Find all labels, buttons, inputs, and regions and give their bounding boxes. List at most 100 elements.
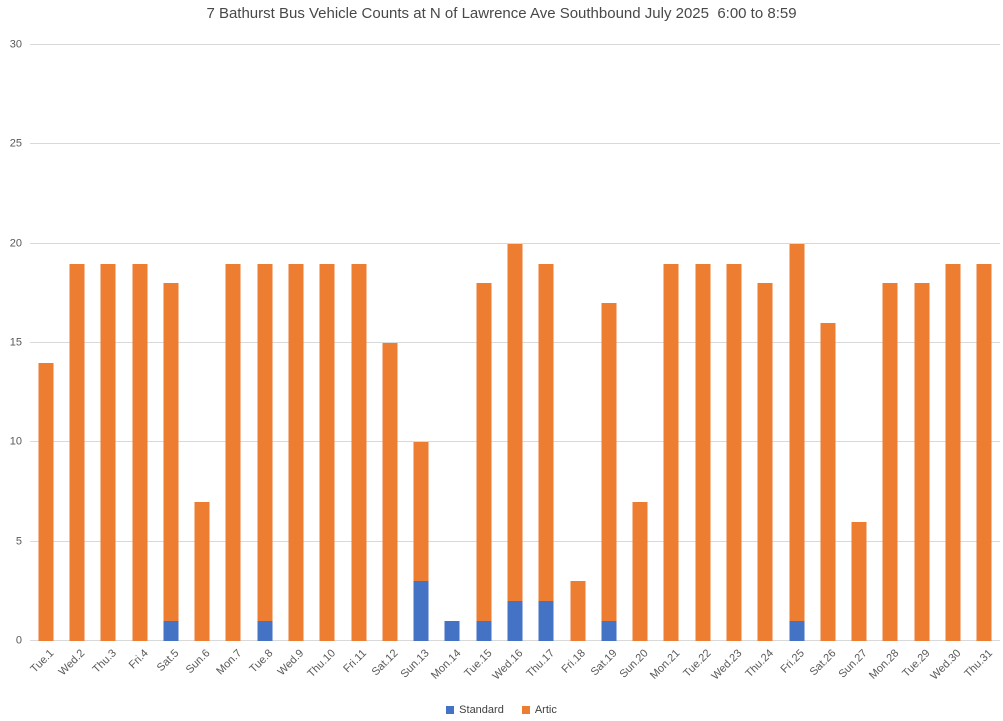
bar-segment-artic	[476, 283, 492, 622]
x-tick-label-wed-23: Wed.23	[709, 647, 745, 683]
y-tick-label-5: 5	[15, 535, 22, 548]
x-tick-label-wed-16: Wed.16	[490, 647, 526, 683]
x-tick-label-sun-6: Sun.6	[184, 647, 213, 677]
bar-wed-16	[507, 243, 523, 641]
bar-segment-artic	[820, 323, 836, 641]
x-tick-label-fri-11: Fri.11	[341, 647, 370, 676]
x-tick-label-tue-1: Tue.1	[28, 647, 57, 676]
bar-segment-artic	[726, 263, 742, 641]
y-tick-label-0: 0	[15, 634, 22, 647]
x-tick-label-sat-19: Sat.19	[588, 647, 620, 679]
gridline-25	[30, 143, 1000, 145]
legend-label-artic: Artic	[534, 704, 557, 716]
bar-thu-24	[757, 283, 773, 641]
bar-segment-artic	[914, 283, 930, 641]
legend-item-artic: Artic	[521, 704, 557, 716]
x-tick-label-fri-18: Fri.18	[559, 647, 589, 676]
bar-segment-standard	[601, 621, 617, 641]
gridline-20	[30, 242, 1000, 244]
x-tick-label-mon-14: Mon.14	[428, 647, 464, 682]
bar-segment-artic	[976, 263, 992, 641]
bar-segment-artic	[789, 243, 805, 622]
bar-tue-29	[914, 283, 930, 641]
x-tick-label-sat-5: Sat.5	[154, 647, 182, 674]
chart-title: 7 Bathurst Bus Vehicle Counts at N of La…	[206, 5, 797, 22]
bar-segment-artic	[100, 263, 116, 641]
x-tick-label-tue-22: Tue.22	[681, 647, 714, 680]
bar-segment-artic	[632, 501, 648, 641]
bar-segment-artic	[257, 263, 273, 622]
gridline-30	[30, 44, 1000, 45]
plot-area: 0 5 10 15 20 25 30	[10, 39, 1000, 646]
bar-mon-28	[882, 283, 898, 641]
bar-segment-artic	[570, 581, 586, 641]
y-tick-label-10: 10	[9, 435, 22, 448]
bar-segment-standard	[413, 581, 429, 641]
x-tick-label-tue-8: Tue.8	[247, 647, 276, 676]
x-tick-label-thu-3: Thu.3	[90, 647, 119, 676]
x-tick-label-thu-31: Thu.31	[962, 647, 996, 680]
x-tick-label-mon-7: Mon.7	[214, 647, 245, 678]
bar-segment-artic	[194, 501, 210, 641]
x-tick-label-fri-25: Fri.25	[779, 647, 808, 676]
bar-wed-2	[69, 263, 85, 641]
bar-wed-30	[945, 263, 961, 641]
x-tick-label-thu-24: Thu.24	[743, 647, 777, 680]
bar-wed-23	[726, 263, 742, 641]
bar-sat-5	[163, 283, 179, 641]
bar-fri-18	[570, 581, 586, 641]
legend: Standard Artic	[0, 704, 1003, 716]
bar-fri-25	[789, 243, 805, 641]
x-tick-label-fri-4: Fri.4	[126, 647, 151, 672]
standard-swatch-icon	[446, 706, 455, 714]
x-tick-label-tue-29: Tue.29	[900, 647, 933, 680]
legend-item-standard: Standard	[446, 704, 504, 716]
bar-thu-31	[976, 263, 992, 641]
bar-segment-standard	[507, 601, 523, 641]
x-tick-label-wed-30: Wed.30	[928, 647, 964, 683]
bar-segment-artic	[288, 263, 304, 641]
x-tick-label-wed-2: Wed.2	[56, 647, 88, 679]
x-tick-label-tue-15: Tue.15	[462, 647, 495, 680]
bar-sun-27	[851, 521, 867, 641]
bar-segment-artic	[663, 263, 679, 641]
bar-segment-standard	[257, 621, 273, 641]
bar-segment-artic	[163, 283, 179, 622]
bar-segment-artic	[351, 263, 367, 641]
bar-segment-artic	[882, 283, 898, 641]
y-tick-label-15: 15	[9, 336, 22, 349]
bar-segment-standard	[789, 621, 805, 641]
bar-tue-15	[476, 283, 492, 641]
bar-segment-artic	[538, 263, 554, 602]
bar-mon-14	[444, 621, 460, 641]
bar-tue-22	[695, 263, 711, 641]
bar-tue-1	[38, 362, 54, 641]
bar-mon-7	[225, 263, 241, 641]
bar-thu-3	[100, 263, 116, 641]
bar-segment-standard	[163, 621, 179, 641]
bar-sat-12	[382, 343, 398, 641]
bar-sat-19	[601, 303, 617, 641]
legend-label-standard: Standard	[459, 704, 504, 716]
bar-segment-artic	[225, 263, 241, 641]
y-tick-label-30: 30	[9, 38, 22, 51]
bar-segment-artic	[507, 243, 523, 602]
bar-segment-artic	[601, 303, 617, 622]
bar-sun-6	[194, 501, 210, 641]
bar-segment-artic	[382, 343, 398, 641]
bar-tue-8	[257, 263, 273, 641]
artic-swatch-icon	[521, 706, 530, 714]
bar-segment-artic	[945, 263, 961, 641]
x-tick-label-sun-27: Sun.27	[836, 647, 870, 681]
x-tick-label-mon-21: Mon.21	[647, 647, 683, 682]
bar-mon-21	[663, 263, 679, 641]
bar-fri-11	[351, 263, 367, 641]
x-tick-label-mon-28: Mon.28	[866, 647, 902, 682]
y-tick-label-20: 20	[9, 237, 22, 250]
bar-fri-4	[132, 263, 148, 641]
x-tick-label-sat-12: Sat.12	[369, 647, 401, 679]
bar-segment-artic	[851, 521, 867, 641]
x-tick-label-sat-26: Sat.26	[807, 647, 839, 679]
bar-segment-artic	[38, 362, 54, 641]
bar-segment-artic	[132, 263, 148, 641]
